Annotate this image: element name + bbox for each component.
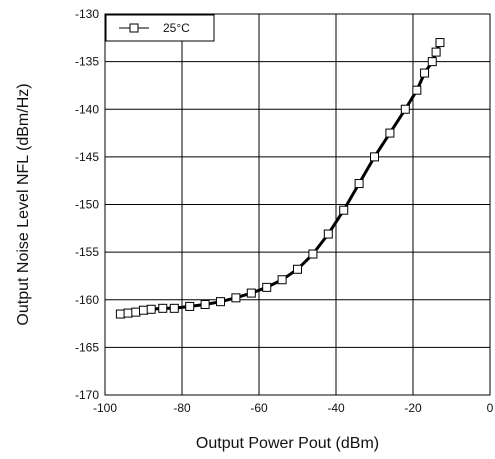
y-tick-label: -135 bbox=[75, 55, 99, 69]
data-point-marker bbox=[139, 305, 148, 315]
data-point-marker bbox=[427, 57, 437, 67]
x-tick-label: -40 bbox=[327, 401, 345, 415]
series-line bbox=[120, 42, 442, 316]
x-tick-label: -60 bbox=[250, 401, 268, 415]
data-point-marker bbox=[131, 307, 141, 317]
x-axis-title: Output Power Pout (dBm) bbox=[196, 435, 379, 452]
data-point-marker bbox=[412, 85, 422, 95]
data-point-marker bbox=[400, 104, 410, 114]
y-axis-title: Output Noise Level NFL (dBm/Hz) bbox=[15, 83, 32, 325]
data-point-marker bbox=[123, 308, 133, 318]
y-tick-label: -155 bbox=[75, 245, 99, 259]
y-axis-tick-labels: -130 -135 -140 -145 -150 -155 -160 -165 -170 bbox=[75, 7, 99, 402]
data-point-marker bbox=[370, 152, 379, 162]
x-tick-label: -20 bbox=[404, 401, 422, 415]
x-tick-label: -100 bbox=[93, 401, 117, 415]
data-point-marker bbox=[115, 309, 125, 319]
data-point-marker bbox=[420, 68, 430, 78]
data-point-marker bbox=[385, 128, 395, 138]
y-tick-label: -170 bbox=[75, 388, 99, 402]
series-layer bbox=[115, 38, 445, 319]
data-point-marker bbox=[262, 282, 272, 292]
data-point-marker bbox=[185, 301, 195, 311]
data-point-marker bbox=[200, 300, 210, 310]
data-point-marker bbox=[323, 229, 333, 239]
data-point-marker bbox=[435, 38, 445, 48]
y-tick-label: -140 bbox=[75, 102, 99, 116]
y-tick-label: -130 bbox=[75, 7, 99, 21]
data-point-marker bbox=[293, 264, 302, 274]
x-tick-label: -80 bbox=[173, 401, 191, 415]
legend-square-marker bbox=[129, 23, 139, 33]
legend-label: 25°C bbox=[163, 21, 190, 35]
data-point-marker bbox=[277, 275, 287, 285]
legend: 25°C bbox=[105, 14, 215, 42]
plot-frame bbox=[104, 13, 491, 396]
y-tick-label: -150 bbox=[75, 198, 99, 212]
x-tick-label: 0 bbox=[487, 401, 494, 415]
data-point-marker bbox=[339, 205, 349, 215]
data-point-marker bbox=[246, 288, 256, 298]
y-tick-label: -165 bbox=[75, 340, 99, 354]
data-point-marker bbox=[354, 179, 364, 189]
data-point-marker bbox=[169, 303, 179, 313]
data-point-marker bbox=[308, 249, 318, 259]
data-point-marker bbox=[216, 297, 225, 307]
data-point-marker bbox=[231, 293, 241, 303]
data-point-marker bbox=[431, 47, 441, 57]
y-tick-label: -145 bbox=[75, 150, 99, 164]
data-point-marker bbox=[158, 303, 168, 313]
x-axis-tick-labels: -100 -80 -60 -40 -20 0 bbox=[93, 401, 494, 415]
y-tick-label: -160 bbox=[75, 293, 99, 307]
data-point-marker bbox=[146, 304, 156, 314]
grid bbox=[104, 13, 491, 396]
